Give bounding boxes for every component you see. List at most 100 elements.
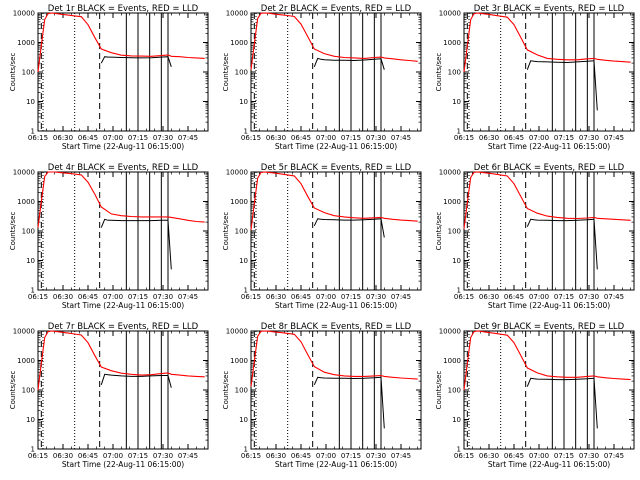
y-tick-label: 10 <box>26 98 35 106</box>
events-rate-line <box>313 218 385 238</box>
lld-rate-line <box>250 330 418 387</box>
x-tick-label: 07:00 <box>103 293 123 301</box>
x-tick-label: 06:30 <box>53 134 73 142</box>
events-rate-line <box>526 218 598 270</box>
lld-rate-line <box>463 171 631 229</box>
panel-title: Det 3r BLACK = Events, RED = LLD <box>474 4 625 14</box>
x-axis-label: Start Time (22-Aug-11 06:15:00) <box>488 142 610 151</box>
events-rate-line <box>526 60 598 111</box>
x-axis-label: Start Time (22-Aug-11 06:15:00) <box>62 460 184 469</box>
panel-det-5: Det 5r BLACK = Events, RED = LLD 1 10 100 10… <box>222 163 422 310</box>
x-tick-label: 06:45 <box>78 293 98 301</box>
events-rate-line <box>100 373 172 388</box>
y-tick-label: 1 <box>31 446 35 454</box>
panel-title: Det 2r BLACK = Events, RED = LLD <box>261 4 412 14</box>
y-axis-label: Counts/sec <box>435 212 443 251</box>
x-tick-label: 06:30 <box>53 452 73 460</box>
x-tick-label: 06:45 <box>291 134 311 142</box>
lld-rate-line <box>37 330 205 391</box>
lld-rate-line <box>250 171 418 230</box>
y-tick-label: 10 <box>239 98 248 106</box>
x-tick-label: 07:45 <box>178 134 198 142</box>
x-tick-label: 06:30 <box>266 452 286 460</box>
x-tick-label: 07:15 <box>128 452 148 460</box>
panel-title: Det 8r BLACK = Events, RED = LLD <box>261 322 412 332</box>
y-axis-label: Counts/sec <box>9 212 17 251</box>
x-tick-label: 07:30 <box>579 452 599 460</box>
panel-det-6: Det 6r BLACK = Events, RED = LLD 1 10 100 10… <box>435 163 635 310</box>
x-tick-label: 07:30 <box>153 452 173 460</box>
y-tick-label: 10000 <box>13 169 35 177</box>
events-rate-line <box>526 377 598 429</box>
y-tick-label: 1 <box>244 128 248 136</box>
y-tick-label: 10000 <box>226 169 248 177</box>
y-axis-label: Counts/sec <box>9 371 17 410</box>
y-tick-label: 10 <box>239 416 248 424</box>
x-tick-label: 06:30 <box>479 293 499 301</box>
y-axis-label: Counts/sec <box>222 53 230 92</box>
y-axis-label: Counts/sec <box>9 53 17 92</box>
y-tick-label: 10000 <box>439 169 461 177</box>
events-rate-line <box>313 376 385 429</box>
y-tick-label: 1000 <box>230 357 248 365</box>
y-tick-label: 1000 <box>17 198 35 206</box>
y-tick-label: 1 <box>457 128 461 136</box>
x-axis-label: Start Time (22-Aug-11 06:15:00) <box>488 460 610 469</box>
y-tick-label: 10000 <box>439 328 461 336</box>
y-tick-label: 1 <box>244 446 248 454</box>
panel-det-2: Det 2r BLACK = Events, RED = LLD 1 10 100 10… <box>222 4 422 151</box>
x-tick-label: 07:45 <box>391 134 411 142</box>
x-tick-label: 07:30 <box>153 293 173 301</box>
lld-rate-line <box>37 12 205 73</box>
x-tick-label: 06:30 <box>479 452 499 460</box>
plot-frame <box>463 171 635 291</box>
panel-det-4: Det 4r BLACK = Events, RED = LLD 1 10 100 10… <box>9 163 209 310</box>
x-tick-label: 07:45 <box>178 293 198 301</box>
y-tick-label: 10 <box>239 257 248 265</box>
y-tick-label: 1 <box>457 446 461 454</box>
lld-rate-line <box>37 171 205 228</box>
x-tick-label: 07:30 <box>366 134 386 142</box>
y-axis-label: Counts/sec <box>222 212 230 251</box>
y-tick-label: 100 <box>22 387 35 395</box>
x-tick-label: 06:45 <box>504 293 524 301</box>
y-tick-label: 1000 <box>230 198 248 206</box>
x-tick-label: 07:45 <box>604 293 624 301</box>
x-tick-label: 07:00 <box>316 293 336 301</box>
x-tick-label: 06:45 <box>504 452 524 460</box>
x-tick-label: 07:15 <box>554 293 574 301</box>
panel-title: Det 9r BLACK = Events, RED = LLD <box>474 322 625 332</box>
panel-title: Det 7r BLACK = Events, RED = LLD <box>48 322 199 332</box>
x-tick-label: 07:15 <box>554 134 574 142</box>
x-tick-label: 07:15 <box>128 293 148 301</box>
plot-frame <box>463 330 635 450</box>
y-tick-label: 100 <box>235 228 248 236</box>
y-tick-label: 1000 <box>17 357 35 365</box>
x-tick-label: 06:15 <box>28 293 48 301</box>
x-tick-label: 07:00 <box>529 134 549 142</box>
plot-frame <box>463 12 635 132</box>
x-axis-label: Start Time (22-Aug-11 06:15:00) <box>275 142 397 151</box>
x-tick-label: 06:15 <box>454 452 474 460</box>
x-tick-label: 06:15 <box>454 293 474 301</box>
x-axis-label: Start Time (22-Aug-11 06:15:00) <box>488 301 610 310</box>
x-tick-label: 07:00 <box>529 452 549 460</box>
y-tick-label: 100 <box>448 69 461 77</box>
x-tick-label: 07:15 <box>341 134 361 142</box>
x-tick-label: 07:00 <box>103 452 123 460</box>
y-tick-label: 100 <box>235 387 248 395</box>
y-tick-label: 1 <box>31 287 35 295</box>
panel-title: Det 6r BLACK = Events, RED = LLD <box>474 163 625 173</box>
y-tick-label: 10 <box>452 416 461 424</box>
plot-frame <box>37 12 209 132</box>
plot-frame <box>250 330 422 450</box>
x-axis-label: Start Time (22-Aug-11 06:15:00) <box>62 142 184 151</box>
x-tick-label: 06:45 <box>291 452 311 460</box>
panel-title: Det 1r BLACK = Events, RED = LLD <box>48 4 199 14</box>
x-axis-label: Start Time (22-Aug-11 06:15:00) <box>275 460 397 469</box>
x-tick-label: 07:45 <box>178 452 198 460</box>
x-tick-label: 06:15 <box>241 293 261 301</box>
lld-rate-line <box>463 12 631 73</box>
y-axis-label: Counts/sec <box>222 371 230 410</box>
